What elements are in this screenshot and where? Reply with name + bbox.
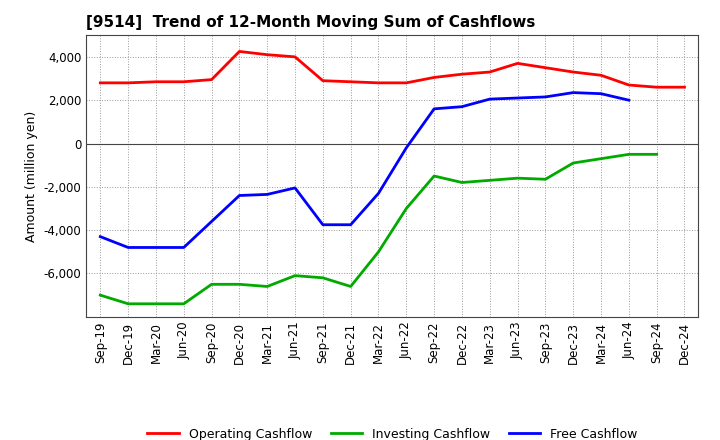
Free Cashflow xyxy=(124,245,132,250)
Investing Cashflow xyxy=(430,173,438,179)
Operating Cashflow xyxy=(597,73,606,78)
Operating Cashflow xyxy=(291,54,300,59)
Free Cashflow xyxy=(179,245,188,250)
Free Cashflow xyxy=(430,106,438,111)
Investing Cashflow xyxy=(291,273,300,278)
Line: Investing Cashflow: Investing Cashflow xyxy=(100,154,657,304)
Operating Cashflow xyxy=(318,78,327,83)
Operating Cashflow xyxy=(346,79,355,84)
Operating Cashflow xyxy=(96,80,104,85)
Operating Cashflow xyxy=(152,79,161,84)
Investing Cashflow xyxy=(179,301,188,306)
Investing Cashflow xyxy=(235,282,243,287)
Operating Cashflow xyxy=(124,80,132,85)
Free Cashflow xyxy=(624,98,633,103)
Investing Cashflow xyxy=(374,249,383,254)
Free Cashflow xyxy=(346,222,355,227)
Operating Cashflow xyxy=(402,80,410,85)
Investing Cashflow xyxy=(96,293,104,298)
Operating Cashflow xyxy=(263,52,271,57)
Investing Cashflow xyxy=(485,178,494,183)
Operating Cashflow xyxy=(652,84,661,90)
Investing Cashflow xyxy=(207,282,216,287)
Investing Cashflow xyxy=(513,176,522,181)
Free Cashflow xyxy=(541,94,550,99)
Line: Free Cashflow: Free Cashflow xyxy=(100,92,629,247)
Free Cashflow xyxy=(402,145,410,150)
Investing Cashflow xyxy=(652,152,661,157)
Free Cashflow xyxy=(513,95,522,101)
Free Cashflow xyxy=(485,96,494,102)
Free Cashflow xyxy=(569,90,577,95)
Free Cashflow xyxy=(291,185,300,191)
Operating Cashflow xyxy=(513,61,522,66)
Investing Cashflow xyxy=(318,275,327,280)
Free Cashflow xyxy=(263,192,271,197)
Line: Operating Cashflow: Operating Cashflow xyxy=(100,51,685,87)
Free Cashflow xyxy=(152,245,161,250)
Operating Cashflow xyxy=(485,70,494,75)
Operating Cashflow xyxy=(624,82,633,88)
Operating Cashflow xyxy=(374,80,383,85)
Operating Cashflow xyxy=(458,72,467,77)
Investing Cashflow xyxy=(402,206,410,211)
Investing Cashflow xyxy=(624,152,633,157)
Operating Cashflow xyxy=(430,75,438,80)
Investing Cashflow xyxy=(458,180,467,185)
Operating Cashflow xyxy=(541,65,550,70)
Operating Cashflow xyxy=(569,70,577,75)
Investing Cashflow xyxy=(569,160,577,165)
Free Cashflow xyxy=(597,91,606,96)
Free Cashflow xyxy=(374,191,383,196)
Investing Cashflow xyxy=(263,284,271,289)
Free Cashflow xyxy=(318,222,327,227)
Y-axis label: Amount (million yen): Amount (million yen) xyxy=(25,110,38,242)
Operating Cashflow xyxy=(235,49,243,54)
Text: [9514]  Trend of 12-Month Moving Sum of Cashflows: [9514] Trend of 12-Month Moving Sum of C… xyxy=(86,15,536,30)
Free Cashflow xyxy=(458,104,467,109)
Operating Cashflow xyxy=(207,77,216,82)
Investing Cashflow xyxy=(124,301,132,306)
Investing Cashflow xyxy=(346,284,355,289)
Free Cashflow xyxy=(207,219,216,224)
Operating Cashflow xyxy=(680,84,689,90)
Legend: Operating Cashflow, Investing Cashflow, Free Cashflow: Operating Cashflow, Investing Cashflow, … xyxy=(143,423,642,440)
Operating Cashflow xyxy=(179,79,188,84)
Investing Cashflow xyxy=(541,176,550,182)
Investing Cashflow xyxy=(597,156,606,161)
Investing Cashflow xyxy=(152,301,161,306)
Free Cashflow xyxy=(235,193,243,198)
Free Cashflow xyxy=(96,234,104,239)
